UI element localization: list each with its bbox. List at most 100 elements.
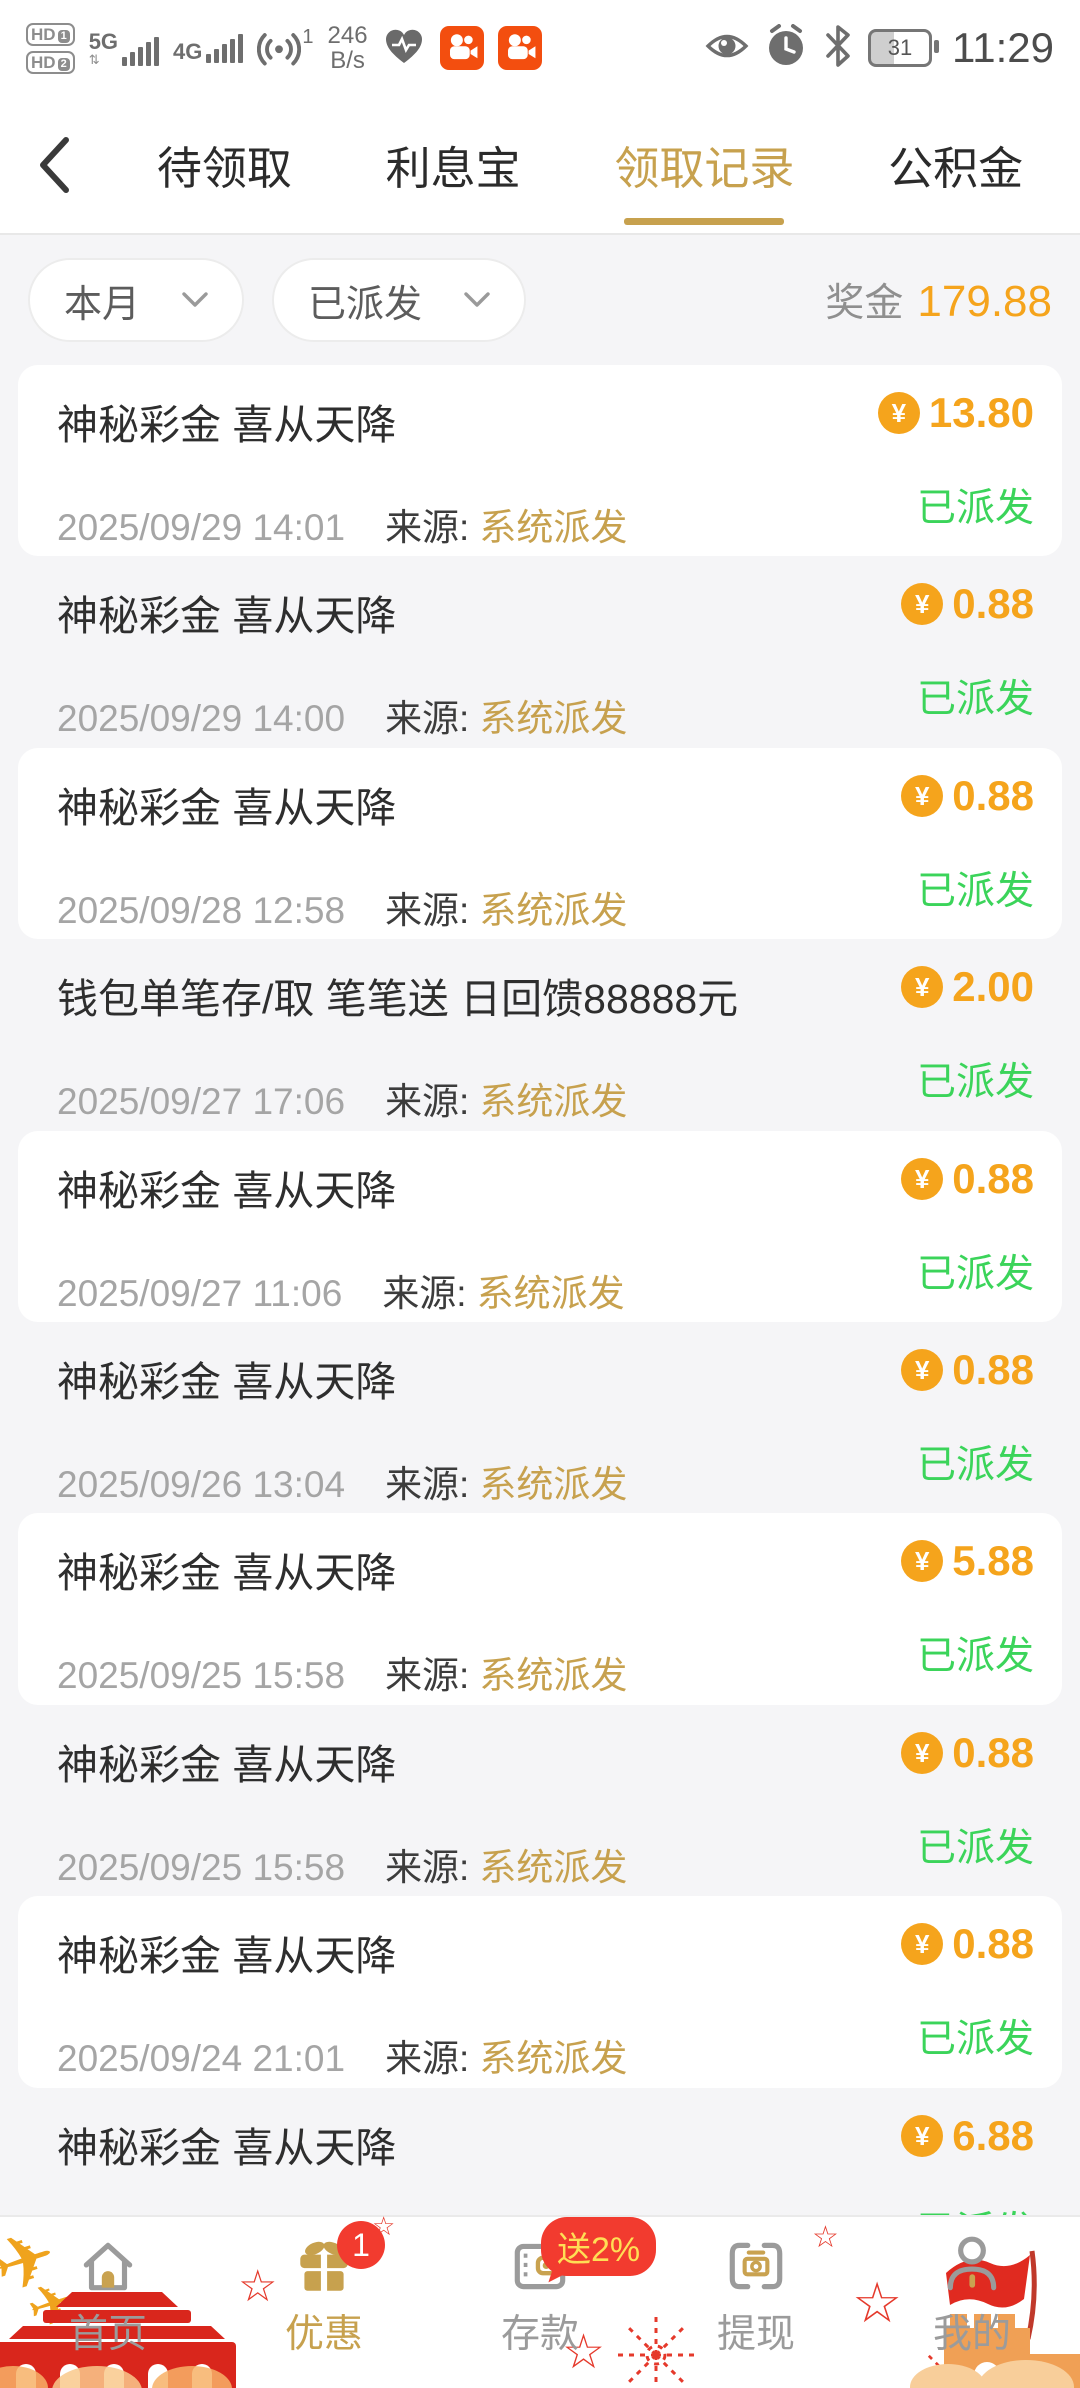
back-chevron-icon — [40, 136, 69, 193]
record-title: 神秘彩金 喜从天降 — [57, 1550, 397, 1597]
nav-item-offers[interactable]: 1 优惠 — [216, 2217, 432, 2388]
record-source: 系统派发 — [479, 1463, 628, 1505]
record-date: 2025/09/29 14:00 — [57, 698, 346, 740]
record-amount: ¥ 0.88 — [901, 1155, 1034, 1203]
health-heart-icon — [382, 24, 426, 73]
record-date: 2025/09/27 17:06 — [57, 1081, 346, 1123]
record-source-label: 来源: — [382, 1272, 467, 1314]
reward-record[interactable]: 神秘彩金 喜从天降 ¥ 0.88 已派发 2025/09/27 11:06 来源… — [18, 1130, 1062, 1322]
record-date: 2025/09/25 15:58 — [57, 1846, 346, 1888]
record-meta-row: 2025/09/24 21:01 来源: 系统派发 — [57, 2028, 627, 2082]
record-source: 系统派发 — [479, 1655, 628, 1697]
record-amount-value: 0.88 — [952, 1345, 1034, 1393]
tab-interest[interactable]: 利息宝 — [385, 143, 521, 194]
reward-record[interactable]: 神秘彩金 喜从天降 ¥ 0.88 已派发 2025/09/24 21:01 来源… — [18, 1896, 1062, 2088]
nav-label: 存款 — [500, 2313, 579, 2356]
record-amount: ¥ 13.80 — [877, 389, 1034, 437]
record-source: 系统派发 — [479, 2038, 628, 2080]
nav-label: 提现 — [716, 2313, 795, 2356]
reward-record[interactable]: 神秘彩金 喜从天降 ¥ 0.88 已派发 2025/09/28 12:58 来源… — [18, 747, 1062, 940]
record-source-label: 来源: — [385, 1846, 470, 1888]
record-amount: ¥ 2.00 — [901, 963, 1034, 1011]
home-icon — [75, 2233, 141, 2299]
wallet-icon: 送2% — [507, 2217, 657, 2299]
nav-item-deposit[interactable]: 送2% 存款 — [432, 2217, 657, 2388]
sim-indicators: HD 1 HD 2 — [26, 22, 75, 74]
coin-icon: ¥ — [901, 966, 944, 1009]
signal-bars-icon — [122, 36, 160, 66]
status-left-cluster: HD 1 HD 2 5G ⇅ 4G 1 246 B/s — [26, 21, 542, 74]
record-amount: ¥ 0.88 — [901, 1346, 1034, 1394]
record-status-badge: 已派发 — [916, 1252, 1034, 1296]
record-status-badge: 已派发 — [916, 1635, 1034, 1679]
record-status-badge: 已派发 — [916, 869, 1034, 913]
back-button[interactable] — [0, 96, 110, 233]
record-source: 系统派发 — [479, 507, 628, 548]
withdraw-icon — [723, 2233, 789, 2299]
record-source-label: 来源: — [385, 1655, 470, 1697]
nav-label: 我的 — [932, 2313, 1011, 2356]
record-meta-row: 2025/09/27 11:06 来源: 系统派发 — [57, 1263, 625, 1317]
record-amount: ¥ 0.88 — [901, 1920, 1034, 1968]
sim2-hd-icon: HD 2 — [26, 50, 75, 74]
signal-4g: 4G — [173, 33, 244, 63]
tab-provident-fund[interactable]: 公积金 — [888, 143, 1024, 194]
reward-record[interactable]: 神秘彩金 喜从天降 ¥ 5.88 已派发 2025/09/25 15:58 来源… — [18, 1513, 1062, 1705]
header-tab-bar: 待领取 利息宝 领取记录 公积金 — [0, 96, 1080, 235]
reward-record[interactable]: 神秘彩金 喜从天降 ¥ 0.88 已派发 2025/09/26 13:04 来源… — [0, 1322, 1080, 1513]
reward-record[interactable]: 钱包单笔存/取 笔笔送 日回馈88888元 ¥ 2.00 已派发 2025/09… — [0, 939, 1080, 1130]
reward-record[interactable]: 神秘彩金 喜从天降 ¥ 0.88 已派发 2025/09/25 15:58 来源… — [0, 1705, 1080, 1896]
record-amount-value: 5.88 — [952, 1537, 1034, 1585]
period-filter-dropdown[interactable]: 本月 — [28, 258, 245, 342]
coin-icon: ¥ — [901, 1157, 944, 1200]
record-title: 神秘彩金 喜从天降 — [57, 593, 397, 640]
coin-icon: ¥ — [901, 774, 944, 817]
record-source-label: 来源: — [385, 507, 470, 548]
coin-icon: ¥ — [901, 1731, 944, 1774]
nav-item-profile[interactable]: 我的 — [864, 2217, 1080, 2388]
record-title: 神秘彩金 喜从天降 — [57, 1167, 397, 1214]
status-right-cluster: 31 11:29 — [704, 23, 1054, 74]
record-source-label: 来源: — [385, 1463, 470, 1505]
nav-item-home[interactable]: 首页 — [0, 2217, 216, 2388]
bottom-nav-bar: ✈ ✈ ☆ ☆ ☆ ☆ ☆ — [0, 2212, 1080, 2388]
record-source-label: 来源: — [385, 889, 470, 931]
record-amount-value: 0.88 — [952, 1728, 1034, 1776]
record-meta-row: 2025/09/29 14:00 来源: 系统派发 — [57, 688, 627, 742]
record-source: 系统派发 — [479, 1846, 628, 1888]
network-speed: 246 B/s — [327, 21, 368, 74]
bluetooth-icon — [822, 24, 854, 73]
status-bar: HD 1 HD 2 5G ⇅ 4G 1 246 B/s — [0, 0, 1080, 96]
coin-icon: ¥ — [877, 392, 920, 434]
record-source-label: 来源: — [385, 2038, 470, 2080]
bonus-summary: 奖金 179.88 — [825, 272, 1052, 328]
chevron-down-icon — [182, 291, 208, 307]
record-status-badge: 已派发 — [916, 487, 1034, 530]
nav-label: 优惠 — [284, 2313, 363, 2356]
tab-claim-records[interactable]: 领取记录 — [614, 96, 794, 233]
kuaishou-icon — [439, 26, 484, 70]
record-status-badge: 已派发 — [916, 1061, 1034, 1105]
record-meta-row: 2025/09/29 14:01 来源: 系统派发 — [57, 497, 627, 551]
record-source: 系统派发 — [479, 1081, 628, 1123]
alarm-clock-icon — [764, 23, 808, 73]
kuaishou-icon — [497, 26, 542, 70]
reward-record[interactable]: 神秘彩金 喜从天降 ¥ 13.80 已派发 2025/09/29 14:01 来… — [18, 365, 1062, 557]
status-filter-dropdown[interactable]: 已派发 — [272, 258, 527, 342]
signal-5g: 5G ⇅ — [89, 30, 160, 66]
record-source: 系统派发 — [479, 889, 628, 931]
bonus-total-value: 179.88 — [917, 277, 1052, 326]
record-amount-value: 0.88 — [952, 771, 1034, 819]
nav-label: 首页 — [68, 2313, 147, 2356]
record-date: 2025/09/25 15:58 — [57, 1655, 346, 1697]
record-amount-value: 6.88 — [952, 2111, 1034, 2159]
record-amount-value: 13.80 — [928, 389, 1034, 436]
reward-record[interactable]: 神秘彩金 喜从天降 ¥ 0.88 已派发 2025/09/29 14:00 来源… — [0, 556, 1080, 747]
record-meta-row: 2025/09/28 12:58 来源: 系统派发 — [57, 880, 627, 934]
tab-pending[interactable]: 待领取 — [156, 143, 292, 194]
offers-count-badge: 1 — [337, 2221, 385, 2269]
coin-icon: ¥ — [901, 1348, 944, 1391]
record-date: 2025/09/26 13:04 — [57, 1463, 346, 1505]
nav-item-withdraw[interactable]: 提现 — [648, 2217, 864, 2388]
record-title: 神秘彩金 喜从天降 — [57, 1933, 397, 1980]
